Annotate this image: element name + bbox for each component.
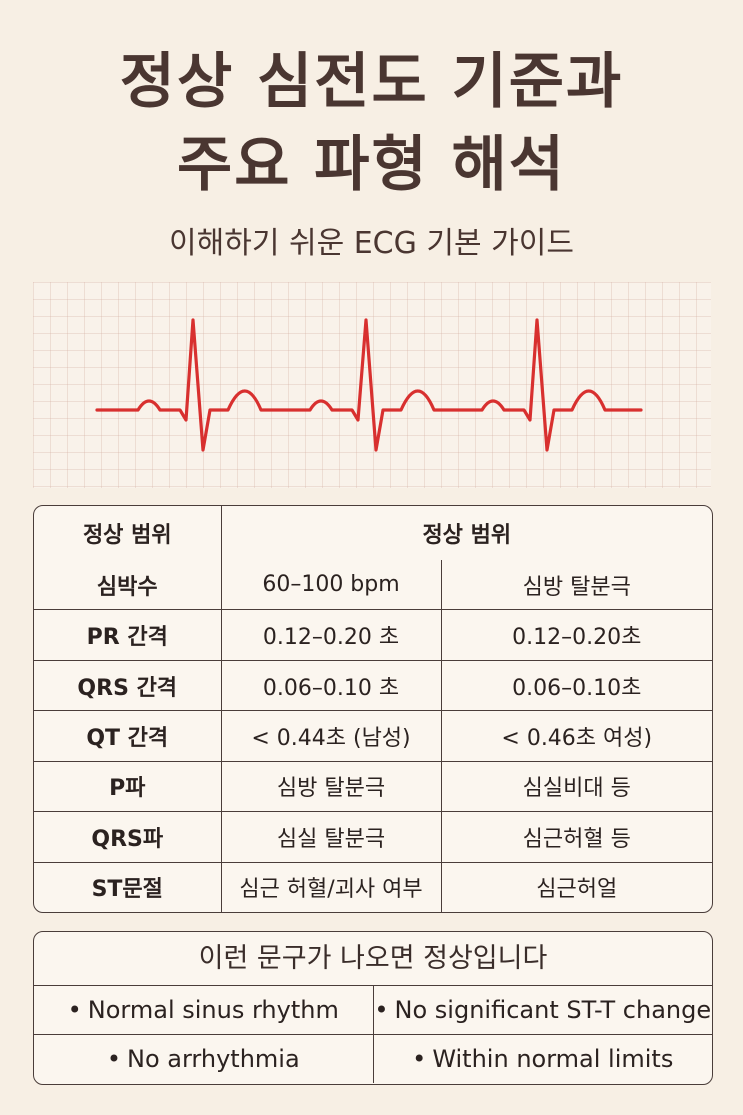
phrase-text: No arrhythmia: [127, 1045, 300, 1073]
row-normal-value: 60–100 bpm: [220, 560, 442, 611]
normal-phrases-title: 이런 문구가 나오면 정상입니다: [34, 932, 712, 986]
row-abnormal-value: 심근허혈 등: [440, 811, 712, 863]
bullet-icon: •: [412, 1045, 427, 1073]
phrase-item: • Normal sinus rhythm: [34, 986, 374, 1035]
header-cell-range: 정상 범위: [220, 506, 712, 560]
normal-phrases-table: • Normal sinus rhythm • No significant ST-…: [34, 986, 712, 1083]
row-abnormal-value: 심방 탈분극: [440, 560, 712, 611]
phrase-row: • No arrhythmia • Within normal limits: [34, 1034, 712, 1083]
table-row: QRS파 심실 탈분극 심근허혈 등: [34, 811, 712, 863]
row-normal-value: 심근 허혈/괴사 여부: [220, 861, 442, 912]
ecg-illustration: [33, 282, 711, 488]
row-label: ST문절: [34, 861, 222, 912]
reference-table: 정상 범위 정상 범위 심박수 60–100 bpm 심방 탈분극 PR 간격 …: [34, 506, 712, 912]
bullet-icon: •: [374, 996, 389, 1024]
header-cell-category: 정상 범위: [34, 506, 222, 560]
row-normal-value: 0.06–0.10 초: [220, 659, 442, 712]
normal-phrases-panel: 이런 문구가 나오면 정상입니다 • Normal sinus rhythm • N…: [33, 931, 713, 1085]
bullet-icon: •: [67, 996, 82, 1024]
row-abnormal-value: 심근허얼: [440, 861, 712, 912]
page-title-line-2: 주요 파형 해석: [177, 130, 566, 200]
row-normal-value: 0.12–0.20 초: [220, 609, 442, 661]
row-label: QT 간격: [34, 710, 222, 762]
reference-table-panel: 정상 범위 정상 범위 심박수 60–100 bpm 심방 탈분극 PR 간격 …: [33, 505, 713, 913]
row-label: 심박수: [34, 560, 222, 611]
table-row: ST문절 심근 허혈/괴사 여부 심근허얼: [34, 861, 712, 912]
table-row: PR 간격 0.12–0.20 초 0.12–0.20초: [34, 609, 712, 661]
phrase-row: • Normal sinus rhythm • No significant ST-…: [34, 986, 712, 1035]
phrase-item: • No significant ST-T change: [372, 986, 712, 1035]
row-normal-value: 심방 탈분극: [220, 760, 442, 813]
bullet-icon: •: [106, 1045, 121, 1073]
row-label: QRS파: [34, 811, 222, 863]
table-row: P파 심방 탈분극 심실비대 등: [34, 760, 712, 813]
row-label: QRS 간격: [34, 659, 222, 712]
row-abnormal-value: 0.12–0.20초: [440, 609, 712, 661]
table-row: QT 간격 < 0.44초 (남성) < 0.46초 여성): [34, 710, 712, 762]
phrase-text: Normal sinus rhythm: [87, 996, 339, 1024]
ecg-waveform-graphic: [95, 318, 643, 452]
phrase-text: No significant ST-T change: [394, 996, 712, 1024]
phrase-text: Within normal limits: [432, 1045, 674, 1073]
row-abnormal-value: < 0.46초 여성): [440, 710, 712, 762]
row-label: P파: [34, 760, 222, 813]
phrase-item: • No arrhythmia: [34, 1034, 374, 1083]
row-label: PR 간격: [34, 609, 222, 661]
page-title-line-1: 정상 심전도 기준과: [119, 47, 624, 117]
table-row: 심박수 60–100 bpm 심방 탈분극: [34, 560, 712, 611]
page-subtitle: 이해하기 쉬운 ECG 기본 가이드: [169, 226, 574, 261]
row-abnormal-value: 0.06–0.10초: [440, 659, 712, 712]
table-header-row: 정상 범위 정상 범위: [34, 506, 712, 560]
table-row: QRS 간격 0.06–0.10 초 0.06–0.10초: [34, 659, 712, 712]
row-abnormal-value: 심실비대 등: [440, 760, 712, 813]
row-normal-value: < 0.44초 (남성): [220, 710, 442, 762]
phrase-item: • Within normal limits: [372, 1034, 712, 1083]
row-normal-value: 심실 탈분극: [220, 811, 442, 863]
ecg-trace: [95, 318, 643, 452]
